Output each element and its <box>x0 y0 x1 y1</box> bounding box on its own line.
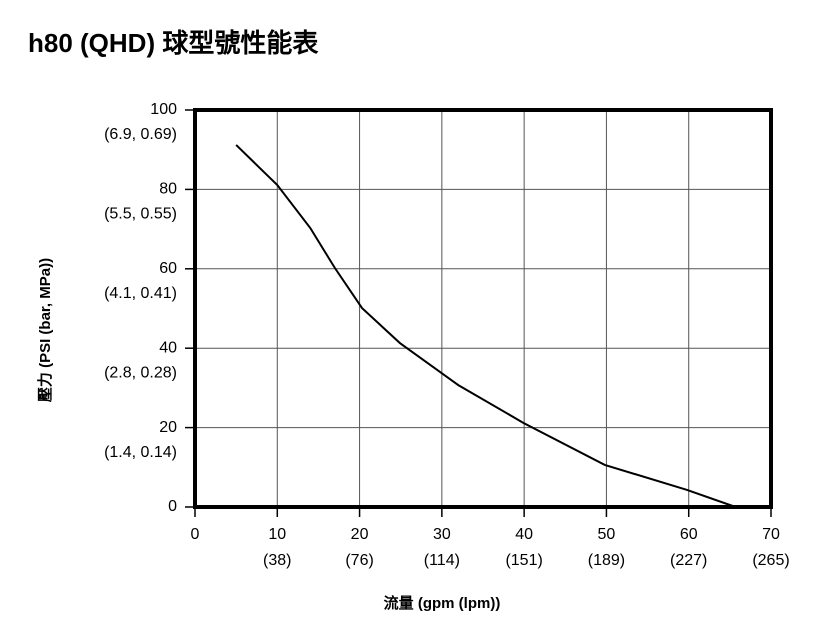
x-tick-label: 30 <box>433 526 451 543</box>
y-axis-label: 壓力 (PSI (bar, MPa)) <box>36 258 54 402</box>
x-tick-label: 50 <box>598 526 616 543</box>
y-tick-label: 40 <box>159 339 177 356</box>
y-tick-sublabel: (2.8, 0.28) <box>104 364 177 381</box>
x-tick-sublabel: (189) <box>588 552 625 569</box>
y-tick-sublabel: (1.4, 0.14) <box>104 444 177 461</box>
x-tick-sublabel: (38) <box>263 552 291 569</box>
data-line <box>235 144 736 508</box>
plot-frame <box>193 108 773 509</box>
x-tick-label: 20 <box>351 526 369 543</box>
y-tick-label: 20 <box>159 419 177 436</box>
y-tick-sublabel: (6.9, 0.69) <box>104 126 177 143</box>
x-tick-label: 60 <box>680 526 698 543</box>
y-tick-sublabel: (5.5, 0.55) <box>104 206 177 223</box>
x-tick-label: 10 <box>268 526 286 543</box>
y-tick-label: 80 <box>159 181 177 198</box>
y-tick-label: 60 <box>159 260 177 277</box>
y-tick-label: 0 <box>168 498 177 515</box>
x-tick-sublabel: (265) <box>752 552 789 569</box>
chart-title: h80 (QHD) 球型號性能表 <box>28 28 319 58</box>
x-tick-sublabel: (227) <box>670 552 707 569</box>
x-tick-sublabel: (151) <box>505 552 542 569</box>
x-axis-label: 流量 (gpm (lpm)) <box>384 594 501 612</box>
y-tick-label: 100 <box>150 101 177 118</box>
x-tick-sublabel: (114) <box>424 552 460 569</box>
x-tick-sublabel: (76) <box>345 552 373 569</box>
y-tick-sublabel: (4.1, 0.41) <box>104 285 177 302</box>
x-tick-label: 0 <box>191 526 200 543</box>
x-tick-label: 40 <box>515 526 533 543</box>
x-tick-label: 70 <box>762 526 780 543</box>
